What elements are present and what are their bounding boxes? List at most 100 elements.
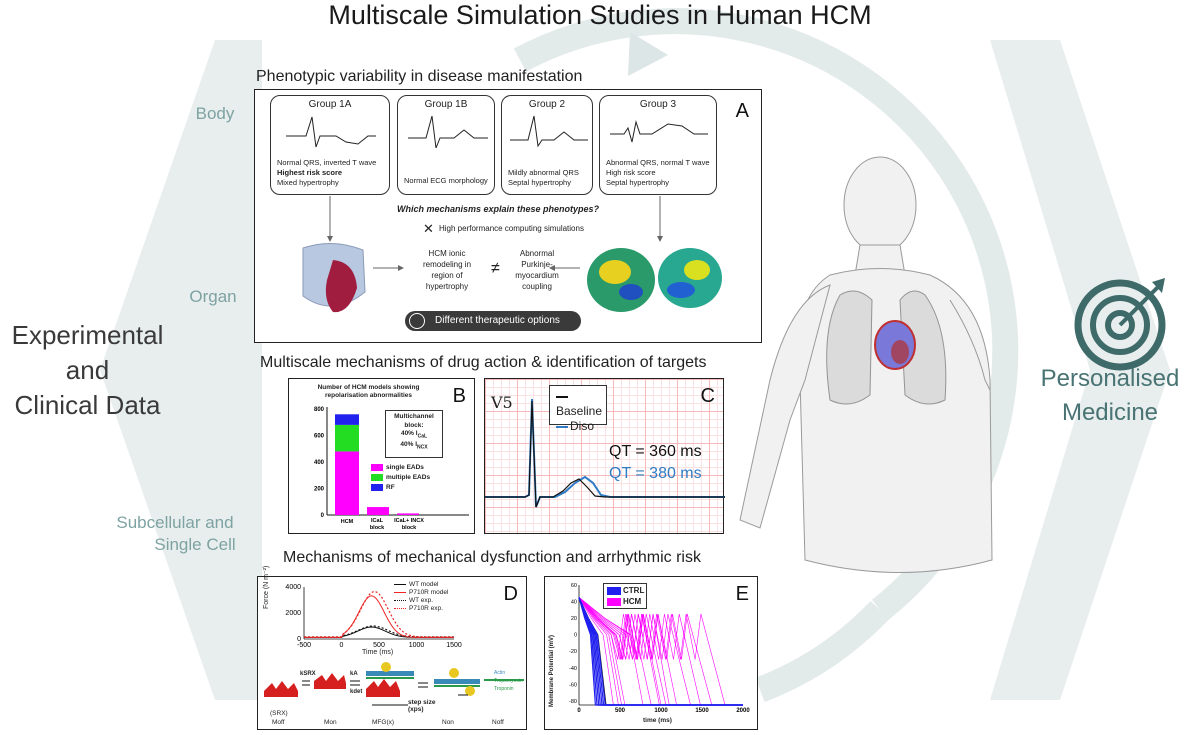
- hpc-text: High performance computing simulations: [439, 224, 584, 233]
- rate-ka: kA: [350, 671, 358, 677]
- legend-wt-model: WT model: [394, 581, 448, 589]
- ecg-trace-group-1b: [408, 115, 488, 149]
- mechanism-purkinje: Abnormal Purkinje- myocardium coupling: [507, 248, 567, 292]
- legend-baseline-label: Baseline: [556, 404, 603, 418]
- mech-right-line1: Abnormal: [519, 249, 555, 258]
- ecg-trace-baseline: [485, 400, 725, 508]
- e-trace-hcm: [578, 597, 743, 706]
- e-ytick-label: -40: [569, 666, 577, 672]
- e-trace-hcm: [578, 597, 743, 706]
- b-ytick-label: 800: [314, 407, 325, 413]
- panel-e-xlabel: time (ms): [643, 717, 672, 724]
- scale-label-body: Body: [195, 104, 235, 123]
- e-ytick-label: 40: [571, 600, 577, 606]
- scale-label-subcellular: Subcellular and Single Cell: [100, 512, 250, 556]
- pm-line2: Medicine: [1061, 398, 1159, 426]
- group-1a-line3: Mixed hypertrophy: [277, 178, 339, 187]
- panel-b-legend: single EADs multiple EADs RF: [371, 463, 430, 493]
- b-bar-segment: [335, 451, 359, 515]
- b-ytick-label: 200: [314, 487, 325, 493]
- panel-e: E 60 40 20 0 -20 -40 -60 -80 0 500 1000 1500 2000 Me…: [544, 576, 758, 730]
- legend-baseline: Baseline: [556, 389, 606, 419]
- e-ytick-label: -60: [569, 682, 577, 688]
- right-chevron: [990, 40, 1170, 700]
- e-ytick-label: 20: [571, 616, 577, 622]
- box-sub-1: CaL: [417, 433, 428, 440]
- e-trace-hcm: [578, 597, 743, 706]
- b-xtick-label: block: [402, 525, 417, 531]
- panel-c-legend: Baseline Diso: [549, 385, 607, 433]
- cycle-arc-bottom: [755, 600, 890, 703]
- group-2-text: Mildly abnormal QRS Septal hypertrophy: [508, 168, 579, 188]
- state-non: Non: [442, 719, 454, 726]
- group-1b-text: Normal ECG morphology: [404, 176, 488, 185]
- target-icon: [1074, 278, 1166, 371]
- lungs: [826, 290, 947, 405]
- box-pct-2: 40% I: [400, 440, 418, 448]
- group-3-line3: Septal hypertrophy: [606, 178, 669, 187]
- pm-line1: Personalised: [1040, 365, 1180, 392]
- qt-diso-text: QT = 380 ms: [609, 465, 702, 482]
- heart-organ: [874, 320, 916, 370]
- legend-diso-label: Diso: [570, 419, 595, 433]
- legend-multiple-label: multiple EADs: [386, 474, 431, 481]
- e-trace-hcm: [578, 597, 743, 706]
- b-ytick-label: 0: [321, 513, 325, 519]
- b-bar-segment: [335, 414, 359, 425]
- page-title: Multiscale Simulation Studies in Human H…: [328, 0, 872, 30]
- lead-label: V5: [491, 393, 513, 412]
- d-series-wt-model: [304, 626, 454, 638]
- data-label-line3: Clinical Data: [14, 390, 161, 421]
- data-label-line2: and: [65, 355, 110, 386]
- b-bar-segment: [397, 513, 419, 515]
- panel-c-letter: C: [700, 385, 715, 407]
- legend-p710r-model-label: P710R model: [409, 589, 449, 596]
- mech-left-line2: remodeling in: [422, 260, 472, 269]
- legend-wt-exp: WT exp.: [394, 597, 448, 605]
- mechanism-hcm-ionic: HCM ionic remodeling in region of hypert…: [407, 248, 487, 292]
- panel-d-legend: WT model P710R model WT exp. P710R exp.: [394, 581, 448, 613]
- state-mon: Mon: [324, 719, 337, 726]
- rate-kdet: kdet: [350, 689, 363, 695]
- state-moff: Moff: [272, 719, 285, 726]
- filament-actin: Actin: [494, 670, 506, 676]
- group-1a-box: Group 1A Normal QRS, inverted T wave Hig…: [270, 95, 390, 195]
- state-mfg: MFG(x): [372, 719, 395, 726]
- section-title-mechanical: Mechanisms of mechanical dysfunction and…: [283, 549, 701, 566]
- panel-d: D 0 2000 4000 -500 0 500 1000 1500 Force (N m⁻²…: [257, 566, 527, 730]
- legend-hcm-label: HCM: [623, 597, 642, 606]
- e-ytick-label: -80: [569, 699, 577, 705]
- e-xtick-label: 500: [615, 708, 626, 714]
- group-3-line1: Abnormal QRS, normal T wave: [606, 158, 710, 167]
- group-3-box: Group 3 Abnormal QRS, normal T wave High…: [599, 95, 717, 195]
- rate-ksrx: kSRX: [300, 671, 316, 677]
- e-ytick-label: 0: [574, 633, 577, 639]
- panel-b: B Number of HCM models showing repolaris…: [288, 378, 475, 534]
- left-chevron: [100, 40, 262, 700]
- legend-rf: RF: [371, 483, 430, 493]
- stethoscope-icon: [409, 313, 425, 329]
- group-1b-box: Group 1B Normal ECG morphology: [397, 95, 495, 195]
- legend-ctrl: CTRL: [607, 585, 646, 596]
- group-title: Group 3: [639, 99, 677, 110]
- b-bar-segment: [367, 507, 389, 515]
- ecg-trace-group-1a: [286, 116, 376, 148]
- panel-e-letter: E: [735, 583, 749, 605]
- d-xtick-label: 1000: [409, 642, 425, 649]
- panel-b-title-line1: Number of HCM models showing: [317, 384, 420, 391]
- panel-b-title: Number of HCM models showing repolarisat…: [311, 384, 426, 400]
- group-2-box: Group 2 Mildly abnormal QRS Septal hyper…: [501, 95, 593, 195]
- group-title: Group 1A: [308, 99, 352, 110]
- qt-baseline-text: QT = 360 ms: [609, 443, 702, 460]
- multichannel-block-box: Multichannel block: 40% ICaL 40% INCX: [385, 410, 443, 458]
- subcellular-line1: Subcellular and: [116, 513, 234, 532]
- personalised-medicine-label: Personalised Medicine: [1030, 362, 1190, 429]
- mech-right-line3: myocardium: [515, 271, 559, 280]
- box-line1: Multichannel: [394, 413, 434, 420]
- group-2-line2: Septal hypertrophy: [508, 178, 571, 187]
- section-title-phenotypic: Phenotypic variability in disease manife…: [256, 68, 583, 85]
- e-xtick-label: 1000: [654, 708, 668, 714]
- panel-e-legend: CTRL HCM: [603, 583, 647, 609]
